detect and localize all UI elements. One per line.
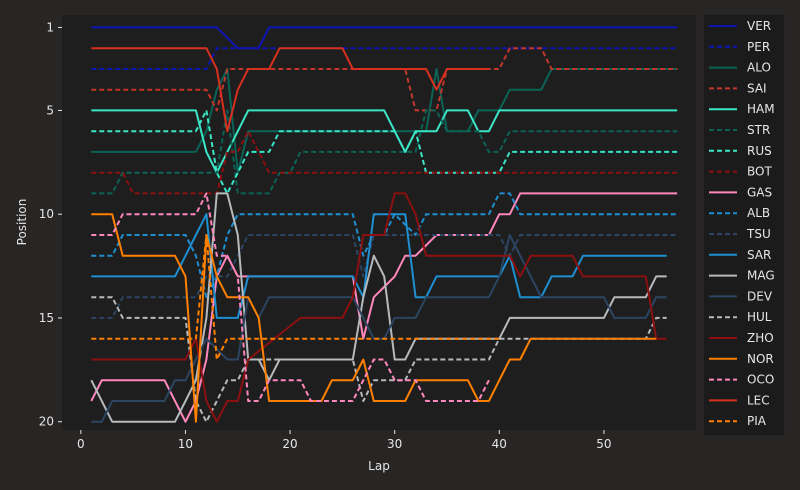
series-line-sai	[91, 47, 678, 112]
legend-label-nor: NOR	[747, 352, 774, 366]
legend-label-bot: BOT	[747, 165, 772, 179]
y-axis-label: Position	[15, 199, 29, 246]
series-line-ver	[91, 26, 678, 50]
legend-label-dev: DEV	[747, 289, 773, 303]
legend-label-alb: ALB	[747, 206, 770, 220]
plot-area	[62, 15, 696, 430]
series-line-rus	[91, 109, 678, 195]
legend-label-pia: PIA	[747, 414, 767, 428]
legend-label-str: STR	[747, 123, 770, 137]
legend-label-ver: VER	[747, 19, 771, 33]
x-tick-label: 50	[596, 437, 611, 451]
series-line-alb	[91, 192, 678, 299]
legend: VER PER ALO SAI HAM STR RUS BOT GAS ALB TSU SAR MAG D…	[702, 13, 786, 437]
series-line-per	[91, 47, 678, 70]
series-line-zho	[91, 192, 667, 423]
legend-label-ham: HAM	[747, 102, 775, 116]
legend-label-mag: MAG	[747, 269, 775, 283]
series-line-bot	[91, 130, 678, 195]
series-line-pia	[91, 234, 500, 361]
legend-label-sai: SAI	[747, 81, 767, 95]
legend-label-hul: HUL	[747, 310, 772, 324]
series-line-ham	[91, 109, 678, 174]
legend-label-tsu: TSU	[746, 227, 771, 241]
legend-label-oco: OCO	[747, 373, 774, 387]
x-tick-label: 10	[178, 437, 193, 451]
legend-box	[702, 13, 786, 437]
series-line-lec	[91, 47, 489, 133]
legend-label-gas: GAS	[747, 185, 772, 199]
series-line-str	[91, 109, 678, 195]
series-line-oco	[91, 192, 490, 402]
legend-label-zho: ZHO	[747, 331, 774, 345]
y-tick-label: 1	[46, 20, 54, 34]
legend-label-sar: SAR	[747, 248, 771, 262]
y-tick-label: 15	[39, 311, 54, 325]
x-axis-label: Lap	[368, 459, 390, 473]
series-line-hul	[91, 296, 667, 423]
legend-label-rus: RUS	[747, 144, 772, 158]
legend-label-alo: ALO	[747, 61, 771, 75]
series-lines	[90, 26, 678, 423]
legend-label-per: PER	[747, 40, 770, 54]
x-tick-label: 20	[282, 437, 297, 451]
legend-label-lec: LEC	[747, 393, 770, 407]
y-tick-label: 20	[39, 415, 54, 429]
x-tick-label: 0	[77, 437, 85, 451]
series-line-dev	[91, 234, 667, 423]
series-line-nor	[91, 213, 657, 423]
x-tick-label: 40	[492, 437, 507, 451]
series-line-sar	[91, 213, 667, 319]
y-tick-label: 10	[39, 207, 54, 221]
y-tick-label: 5	[46, 103, 54, 117]
x-tick-label: 30	[387, 437, 402, 451]
